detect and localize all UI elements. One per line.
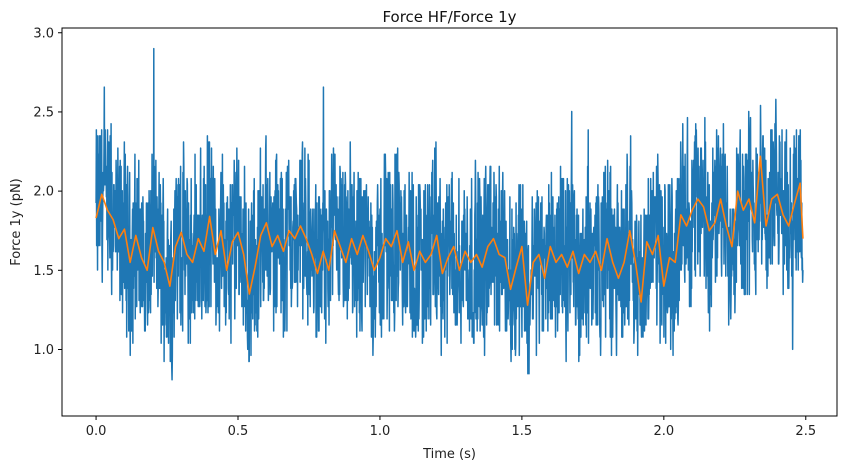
x-tick-label: 0.0 <box>86 424 107 439</box>
x-tick-label: 0.5 <box>228 424 249 439</box>
y-axis: 1.0 1.5 2.0 2.5 3.0 <box>33 26 62 358</box>
y-axis-label: Force 1y (pN) <box>9 178 24 266</box>
x-axis: 0.0 0.5 1.0 1.5 2.0 2.5 <box>86 416 816 439</box>
x-tick-label: 1.0 <box>370 424 391 439</box>
raw-series-line <box>95 47 804 381</box>
y-tick-label: 1.0 <box>33 343 54 358</box>
x-axis-label: Time (s) <box>422 447 476 462</box>
x-tick-label: 2.0 <box>653 424 674 439</box>
x-tick-label: 1.5 <box>512 424 533 439</box>
y-tick-label: 3.0 <box>33 26 54 41</box>
y-tick-label: 1.5 <box>33 264 54 279</box>
plot-frame <box>61 27 838 417</box>
smoothed-series-layer <box>95 155 804 306</box>
y-tick-label: 2.5 <box>33 105 54 120</box>
x-tick-label: 2.5 <box>795 424 816 439</box>
chart-title: Force HF/Force 1y <box>382 8 516 26</box>
y-tick-label: 2.0 <box>33 185 54 200</box>
raw-force-trace <box>95 47 804 381</box>
smoothed-series-line <box>95 155 804 306</box>
